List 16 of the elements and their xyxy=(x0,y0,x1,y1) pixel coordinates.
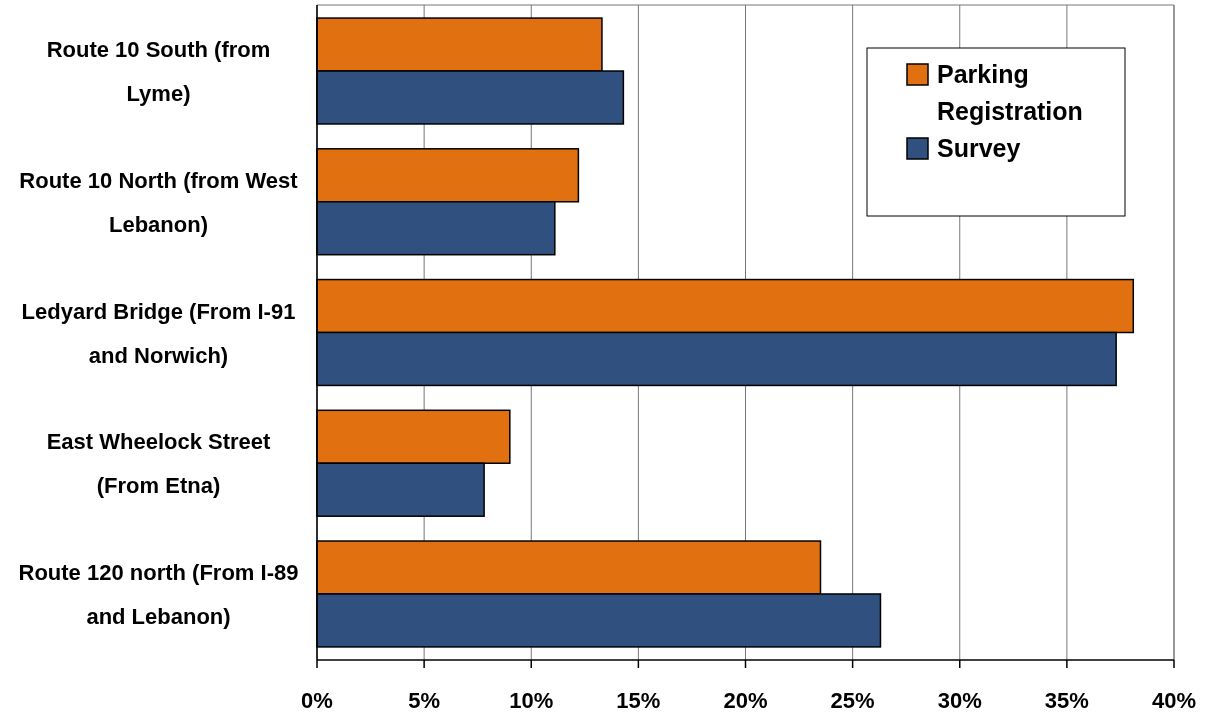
x-tick-label: 25% xyxy=(830,688,875,713)
x-tick-label: 30% xyxy=(937,688,982,713)
x-tick-label: 20% xyxy=(723,688,768,713)
x-tick-label: 40% xyxy=(1151,688,1197,713)
y-tick-label: East Wheelock Street (From Etna) xyxy=(46,429,272,499)
x-tick-label: 0% xyxy=(301,688,333,713)
legend-label: Survey xyxy=(937,134,1021,162)
x-tick-label: 15% xyxy=(616,688,661,713)
y-tick-label: Route 10 North (from West Lebanon) xyxy=(19,167,299,237)
x-tick-label: 35% xyxy=(1044,688,1089,713)
y-tick-label: Route 120 north (From I-89 and Lebanon) xyxy=(18,559,299,629)
y-tick-label: Route 10 South (from Lyme) xyxy=(46,37,271,107)
x-tick-label: 10% xyxy=(509,688,554,713)
y-tick-label: Ledyard Bridge (From I-91 and Norwich) xyxy=(21,298,296,368)
x-tick-label: 5% xyxy=(408,688,441,713)
legend-label: Parking Registration xyxy=(937,60,1083,125)
